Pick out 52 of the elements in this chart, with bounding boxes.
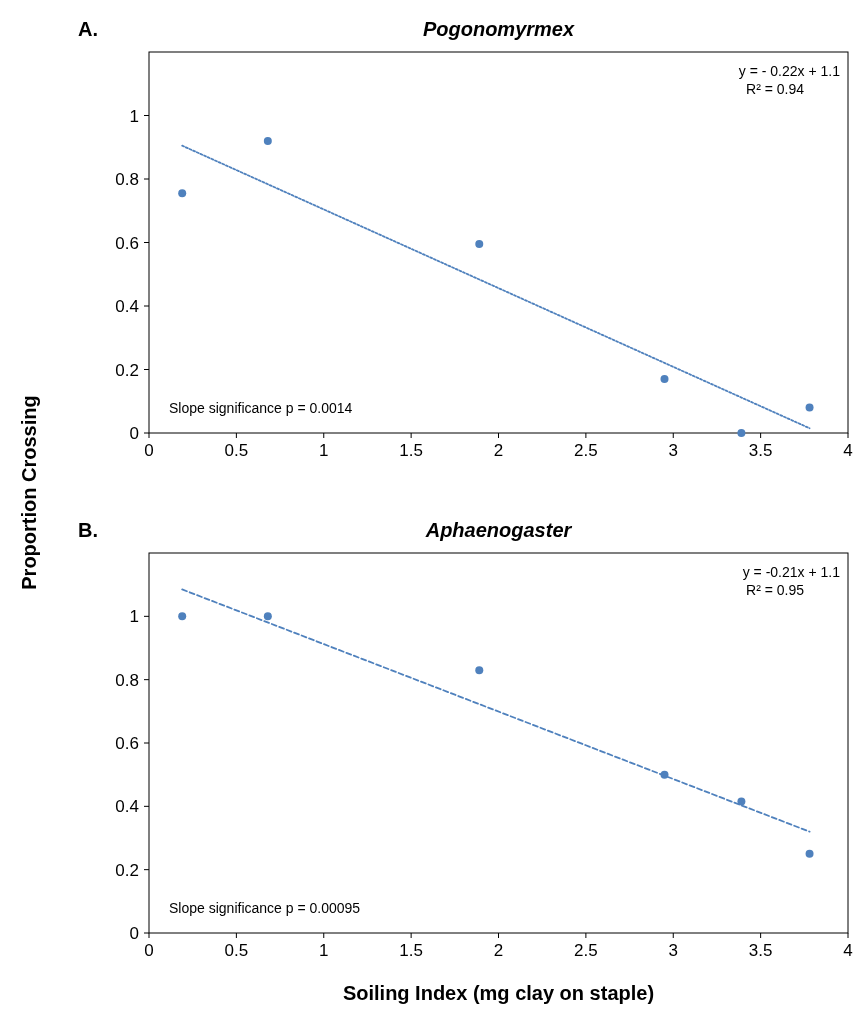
- y-tick-label: 1: [129, 607, 139, 627]
- x-tick-label: 0: [144, 941, 154, 960]
- point: [263, 136, 272, 145]
- x-tick-label: 2.5: [574, 941, 598, 960]
- y-tick-label: 0.8: [115, 170, 139, 189]
- x-tick-label: 3: [668, 941, 678, 960]
- point: [475, 240, 484, 249]
- annotation: R² = 0.94: [746, 81, 805, 97]
- y-tick-label: 0.4: [115, 797, 139, 817]
- chart-title: Aphaenogaster: [424, 519, 573, 541]
- y-tick-label: 0.2: [115, 860, 139, 880]
- x-tick-label: 1: [319, 441, 329, 460]
- text: A.: [78, 18, 98, 40]
- x-tick-label: 2.5: [574, 441, 598, 460]
- y-tick-label: 0.2: [115, 360, 139, 380]
- x-tick-label: 2: [493, 441, 504, 460]
- point: [660, 375, 669, 384]
- x-tick-label: 4: [843, 441, 853, 460]
- y-tick-label: 0.6: [115, 233, 139, 253]
- x-tick-label: 1.5: [399, 441, 423, 460]
- y-tick-label: 0.6: [115, 734, 139, 753]
- y-tick-label: 0: [129, 424, 139, 443]
- y-tick-label: 0: [129, 924, 139, 943]
- x-tick-label: 1: [319, 941, 329, 960]
- chart-title: Pogonomyrmex: [422, 18, 575, 40]
- point: [178, 612, 187, 621]
- x-tick-label: 0.5: [224, 941, 249, 960]
- point: [805, 403, 814, 412]
- y-tick-label: 0.8: [115, 670, 139, 690]
- point: [178, 189, 187, 198]
- annotation: y = -0.21x + 1.1: [742, 564, 841, 580]
- x-tick-label: 3.5: [748, 441, 773, 460]
- y-tick-label: 1: [129, 106, 139, 126]
- annotation: y = - 0.22x + 1.1: [738, 63, 841, 79]
- y-tick-label: 0.4: [115, 297, 139, 316]
- x-tick-label: 3: [668, 441, 678, 460]
- annotation: Slope significance p = 0.0014: [169, 400, 353, 416]
- x-tick-label: 1.5: [399, 941, 423, 960]
- x-tick-label: 2: [493, 941, 504, 960]
- x-tick-label: 3.5: [748, 941, 773, 960]
- point: [475, 666, 484, 675]
- x-tick-label: 0.5: [224, 441, 249, 460]
- point: [263, 612, 272, 621]
- annotation: Slope significance p = 0.00095: [169, 900, 361, 916]
- x-tick-label: 0: [144, 441, 154, 460]
- annotation: R² = 0.95: [746, 582, 805, 598]
- y-axis-title: Proportion Crossing: [18, 395, 40, 590]
- x-axis-title: Soiling Index (mg clay on staple): [342, 982, 655, 1004]
- text: B.: [78, 519, 98, 541]
- point: [805, 849, 814, 858]
- point: [737, 429, 746, 437]
- x-tick-label: 4: [843, 941, 853, 960]
